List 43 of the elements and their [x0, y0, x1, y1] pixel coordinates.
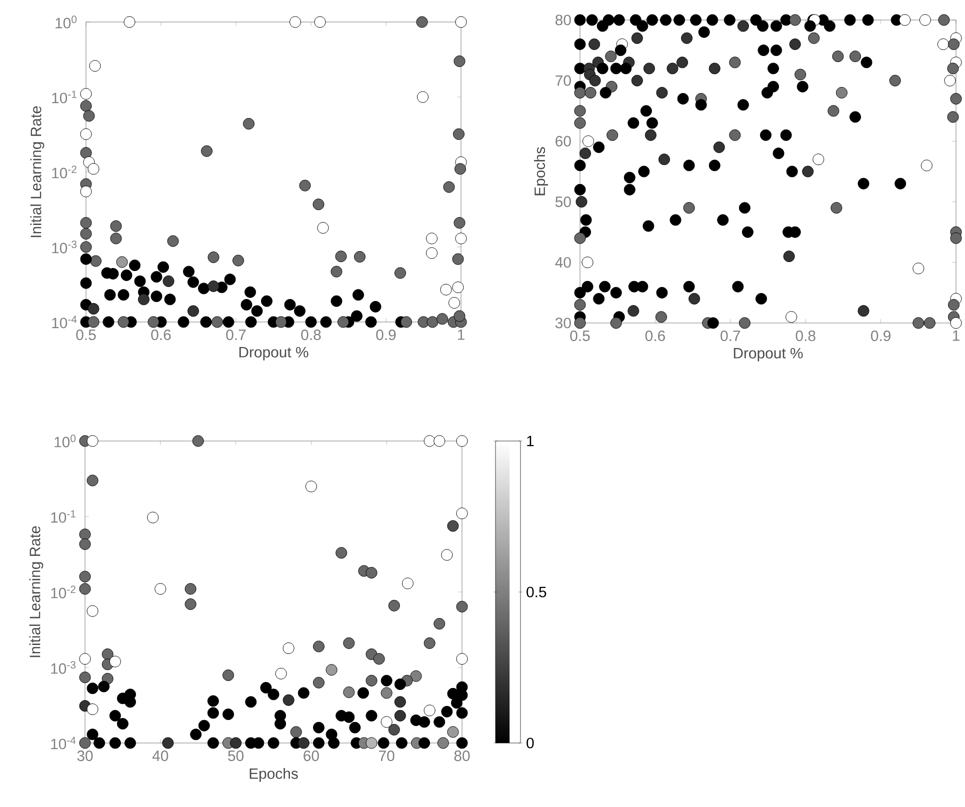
- x-tick-label: 0.6: [151, 330, 171, 340]
- y-tick-label: 40: [555, 257, 571, 268]
- y-tick-label: 10$^{-3}$: [51, 661, 76, 674]
- y-tick-label: 10$^{-1}$: [51, 510, 76, 523]
- y-tick-label: 10$^{-4}$: [52, 316, 77, 328]
- x-tick-label: 0.9: [376, 330, 396, 340]
- x-tick-label: 0.8: [796, 330, 816, 342]
- x-tick-label: 50: [228, 750, 244, 762]
- y-tick-label: 70: [556, 75, 571, 86]
- x-tick-label: 0.8: [301, 330, 321, 340]
- y-tick-label: 10$^{-1}$: [52, 90, 76, 104]
- y-tick-label: 50: [555, 196, 571, 208]
- y-tick-label: 10$^{-4}$: [51, 736, 76, 750]
- x-tick-label: 0.7: [720, 330, 740, 342]
- x-tick-label: 1: [952, 330, 960, 341]
- y-axis-title: Initial Learning Rate: [30, 106, 44, 238]
- x-tick-label: 40: [152, 750, 168, 762]
- color-bar-label: 0.5: [526, 586, 546, 598]
- x-tick-label: 80: [454, 750, 470, 762]
- y-tick-label: 10$^{0}$: [54, 434, 76, 448]
- x-tick-label: 1: [458, 330, 464, 340]
- x-tick-label: 0.6: [645, 330, 665, 342]
- x-tick-label: 30: [77, 750, 93, 762]
- x-tick-label: 0.5: [570, 330, 590, 342]
- y-axis-title: Epochs: [534, 147, 548, 196]
- x-tick-label: 0.7: [226, 330, 246, 340]
- x-tick-label: 70: [379, 750, 394, 762]
- y-tick-label: 10$^{0}$: [56, 16, 77, 28]
- y-tick-label: 80: [556, 14, 571, 26]
- x-tick-label: 0.5: [76, 330, 96, 340]
- y-tick-label: 10$^{-2}$: [52, 166, 76, 178]
- x-axis-title: Dropout %: [734, 348, 803, 362]
- x-tick-label: 0.9: [870, 330, 890, 342]
- x-axis-title: Dropout %: [239, 346, 308, 360]
- y-tick-label: 10$^{-2}$: [51, 586, 76, 598]
- x-axis-title: Epochs: [250, 768, 298, 782]
- x-tick-label: 60: [304, 750, 319, 762]
- y-tick-label: 10$^{-3}$: [52, 240, 77, 254]
- y-axis-title: Initial Learning Rate: [29, 526, 44, 658]
- color-bar-label: 0: [526, 738, 534, 748]
- y-tick-label: 30: [555, 318, 571, 328]
- y-tick-label: 60: [556, 136, 571, 146]
- color-bar-label: 1: [527, 436, 534, 446]
